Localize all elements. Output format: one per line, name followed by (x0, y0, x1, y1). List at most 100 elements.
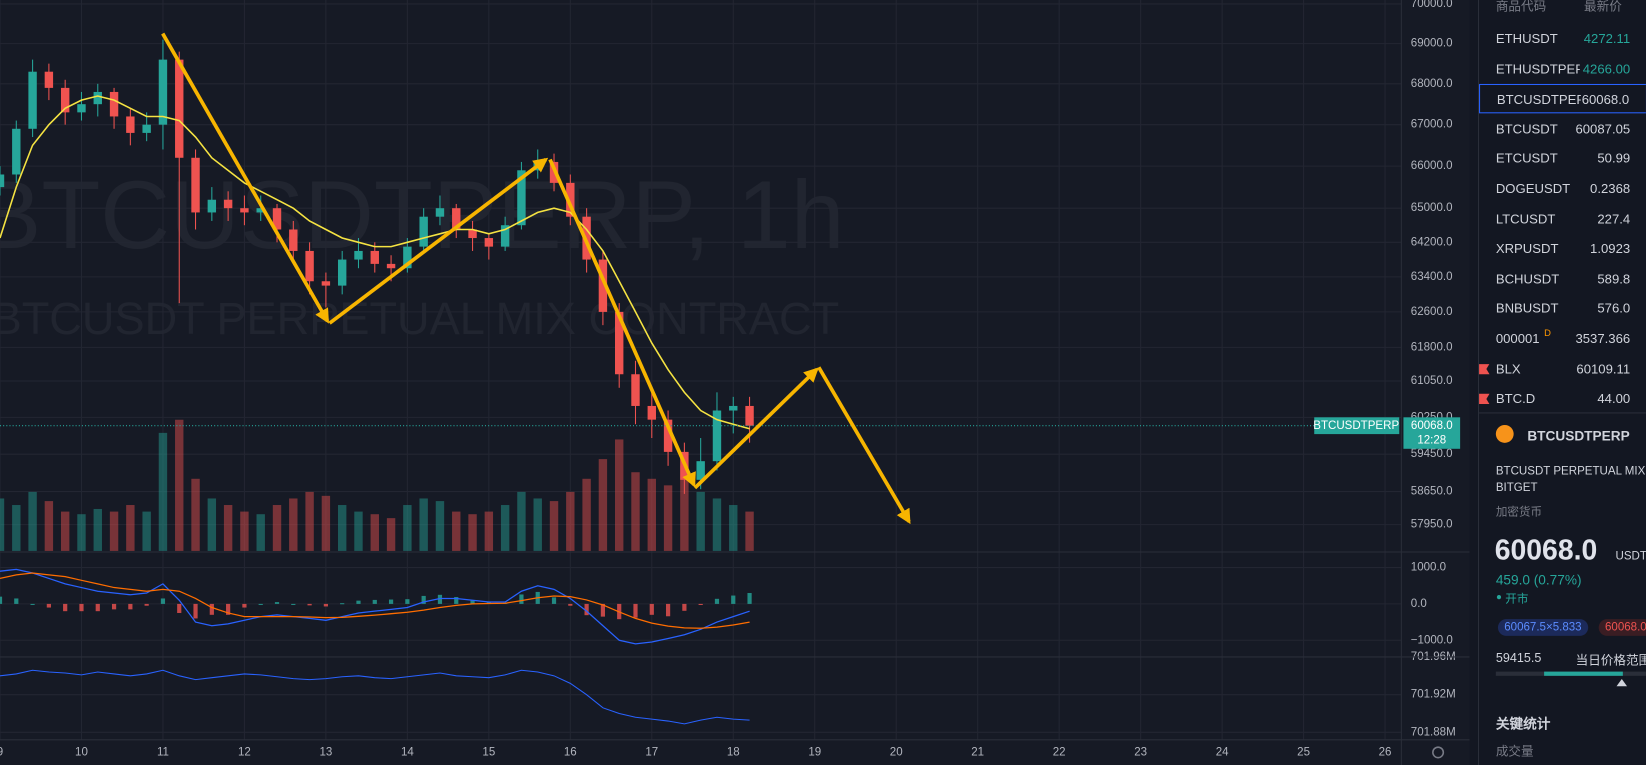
macd-histogram-bar (209, 603, 214, 615)
volume-bar (175, 419, 184, 551)
macd-histogram-bar (421, 595, 426, 604)
watchlist-row[interactable]: BNBUSDT 576.0 (1479, 294, 1646, 323)
watchlist-symbol: ETHUSDTPERP (1495, 61, 1580, 77)
watchlist-row[interactable]: LTCUSDT 227.4 (1479, 204, 1646, 233)
macd-histogram-bar (79, 603, 84, 612)
macd-histogram-bar (226, 603, 231, 615)
macd-line (0, 568, 750, 645)
chart: BTCUSDTPERP, 1h BTCUSDT PERPETUAL MIX CO… (0, 0, 1470, 765)
candle-body (582, 216, 591, 260)
watchlist-symbol: 000001 (1495, 331, 1540, 347)
watchlist-row[interactable]: ETHUSDT 4272.11 (1479, 24, 1646, 53)
macd-histogram-bar (470, 600, 475, 604)
y-tick-label: 0.0 (1411, 598, 1427, 610)
symbol-tag-bg (1314, 417, 1400, 435)
watchlist-symbol: XRPUSDT (1495, 241, 1559, 257)
status-dot (1496, 595, 1502, 600)
watchlist-price: 44.00 (1597, 391, 1631, 407)
macd-histogram-bar (372, 599, 377, 604)
x-tick-label: 18 (727, 746, 740, 758)
macd-histogram-bar (30, 603, 35, 605)
y-tick-label: −1000.0 (1411, 634, 1453, 646)
watchlist-price: 4266.00 (1582, 61, 1631, 77)
watchlist-symbol: ETCUSDT (1495, 151, 1558, 167)
y-tick-label: 63400.0 (1411, 271, 1453, 283)
price-tag: 60068.0 (1411, 420, 1453, 432)
watchlist-row[interactable]: BTC.D 44.00 (1479, 384, 1646, 413)
x-tick-label: 9 (0, 746, 3, 758)
watchlist-symbol: DOGEUSDT (1495, 181, 1571, 197)
candle-body (223, 199, 233, 209)
volume-bar (663, 485, 673, 551)
y-tick-label: 701.88M (1411, 726, 1456, 738)
watchlist-row[interactable]: BCHUSDT 589.8 (1479, 264, 1646, 293)
side-panel: 商品代码 最新价 ETHUSDT4272.11ETHUSDTPERP4266.0… (1477, 0, 1646, 765)
candle-body (0, 174, 5, 188)
x-tick-label: 16 (564, 746, 577, 758)
macd-histogram-bar (242, 603, 247, 608)
macd-histogram-bar (14, 598, 19, 604)
range-fill (1544, 671, 1623, 676)
candle-body (305, 250, 314, 282)
volume-bar (500, 505, 510, 551)
watchlist-price: 60087.05 (1575, 121, 1631, 137)
detail-change: 459.0 (0.77%) (1495, 571, 1582, 588)
macd-histogram-bar (405, 599, 410, 604)
candle-body (158, 59, 168, 125)
watchlist-price: 589.8 (1597, 271, 1631, 287)
range-marker (1616, 678, 1628, 687)
x-tick-label: 23 (1134, 746, 1147, 758)
watchlist-row[interactable]: DOGEUSDT 0.2368 (1479, 174, 1646, 203)
macd-histogram-bar (600, 603, 606, 617)
watchlist-symbol: ETHUSDT (1495, 31, 1558, 47)
candle-body (60, 87, 70, 113)
candle-body (191, 157, 200, 213)
watchlist-row[interactable]: 000001 D 3537.366 (1479, 324, 1646, 353)
volume-bar (223, 505, 233, 551)
volume-bar (240, 511, 249, 551)
candle-body (44, 71, 54, 88)
watchlist-price: 0.2368 (1590, 181, 1631, 197)
candle-body (256, 208, 265, 213)
volume-bar (272, 505, 282, 551)
volume-bar (28, 491, 37, 551)
volume-bar (517, 491, 526, 551)
macd-histogram-bar (519, 594, 524, 604)
candle-body (598, 259, 608, 312)
candle-body (452, 208, 461, 230)
x-tick-label: 10 (75, 746, 88, 758)
volume-bar (419, 498, 428, 551)
volume-bar (598, 459, 608, 551)
volume-bar (60, 511, 70, 551)
y-tick-label: 701.92M (1411, 689, 1456, 701)
macd-histogram-bar (682, 603, 687, 611)
x-tick-label: 13 (319, 746, 332, 758)
macd-histogram-bar (714, 598, 720, 604)
watchlist-row[interactable]: ETHUSDTPERP4266.00 (1479, 54, 1646, 83)
volume-bar (321, 495, 331, 551)
watchlist-row[interactable]: XRPUSDT 1.0923 (1479, 234, 1646, 263)
watchlist-row[interactable]: BTCUSDT 60087.05 (1479, 114, 1646, 143)
volume-bar (533, 498, 542, 551)
y-tick-label: 66000.0 (1411, 160, 1453, 172)
watchlist-row[interactable]: BLX 60109.11 (1479, 354, 1646, 383)
candle-body (354, 250, 363, 260)
macd-histogram-bar (63, 603, 68, 612)
volume-bar (142, 511, 151, 551)
volume-label: 成交量 (1495, 744, 1534, 759)
volume-bar (337, 505, 347, 551)
macd-histogram-bar (454, 597, 459, 604)
candle-body (533, 161, 542, 171)
column-header: 最新价 (1583, 0, 1622, 14)
watchlist-symbol: BTC.D (1495, 391, 1536, 407)
macd-histogram-bar (258, 603, 263, 605)
watchlist-symbol: BTCUSDT (1495, 121, 1558, 137)
watchlist-price: 60109.11 (1576, 361, 1631, 377)
watermark-subtitle: BTCUSDT PERPETUAL MIX CONTRACT (0, 293, 839, 344)
symbol-tag: BTCUSDTPERP (1313, 420, 1399, 432)
volume-bar (582, 478, 591, 551)
watchlist-row[interactable]: ETCUSDT 50.99 (1479, 144, 1646, 173)
x-tick-label: 24 (1216, 746, 1229, 758)
x-tick-label: 12 (238, 746, 251, 758)
